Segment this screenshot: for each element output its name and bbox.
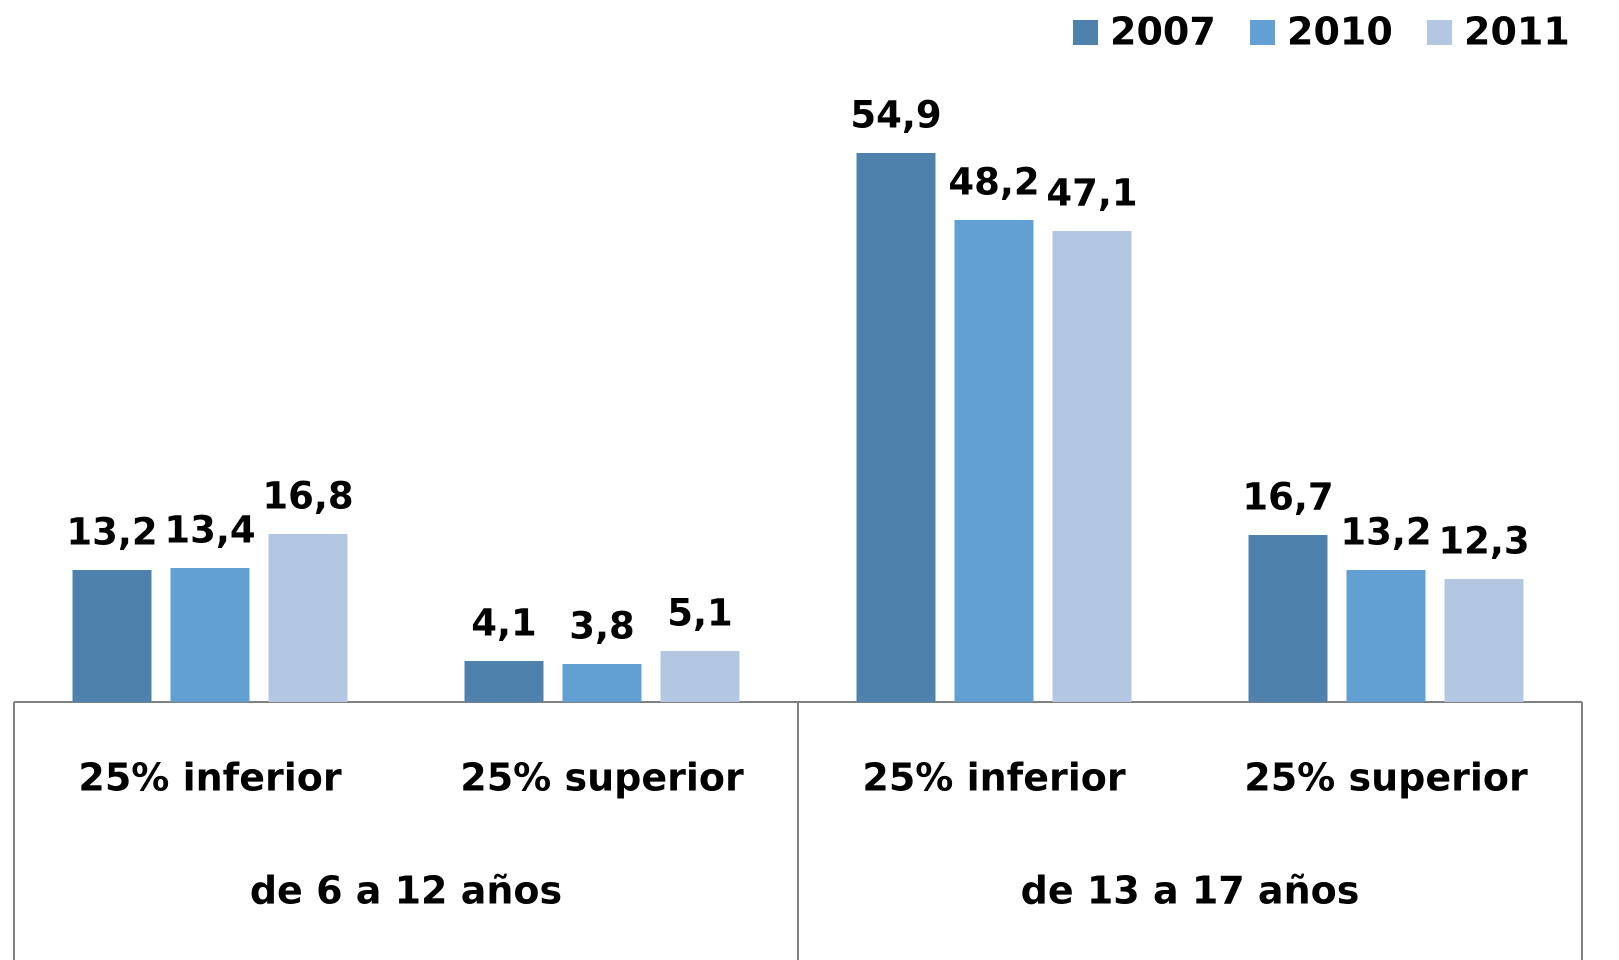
legend-swatch	[1073, 20, 1098, 45]
bar	[1248, 535, 1328, 702]
value-label: 13,2	[66, 511, 157, 554]
bar	[856, 153, 936, 702]
bar	[268, 534, 348, 702]
value-label: 4,1	[471, 602, 537, 645]
value-label: 16,8	[262, 475, 353, 518]
value-label: 12,3	[1438, 520, 1529, 563]
bar	[72, 570, 152, 702]
legend-swatch	[1427, 20, 1452, 45]
bar	[1052, 231, 1132, 702]
value-label: 13,2	[1340, 511, 1431, 554]
bar	[464, 661, 544, 702]
bar	[170, 568, 250, 702]
x-tick-label: 25% superior	[460, 756, 744, 800]
x-tick-label: 25% inferior	[78, 756, 341, 800]
legend-label: 2011	[1464, 10, 1570, 54]
value-label: 47,1	[1046, 172, 1137, 215]
legend-label: 2007	[1110, 10, 1216, 54]
bar	[660, 651, 740, 702]
bar	[1346, 570, 1426, 702]
x-tick-label: 25% inferior	[862, 756, 1125, 800]
value-label: 13,4	[164, 509, 255, 552]
x-tick-label: 25% superior	[1244, 756, 1528, 800]
bar	[954, 220, 1034, 702]
legend-swatch	[1250, 20, 1275, 45]
group-label: de 13 a 17 años	[1021, 869, 1360, 913]
group-label: de 6 a 12 años	[250, 869, 562, 913]
bar	[1444, 579, 1524, 702]
bar	[562, 664, 642, 702]
value-label: 3,8	[569, 605, 635, 648]
value-label: 48,2	[948, 161, 1039, 204]
value-label: 5,1	[667, 592, 733, 635]
legend-label: 2010	[1287, 10, 1393, 54]
value-label: 54,9	[850, 94, 941, 137]
value-label: 16,7	[1242, 476, 1333, 519]
